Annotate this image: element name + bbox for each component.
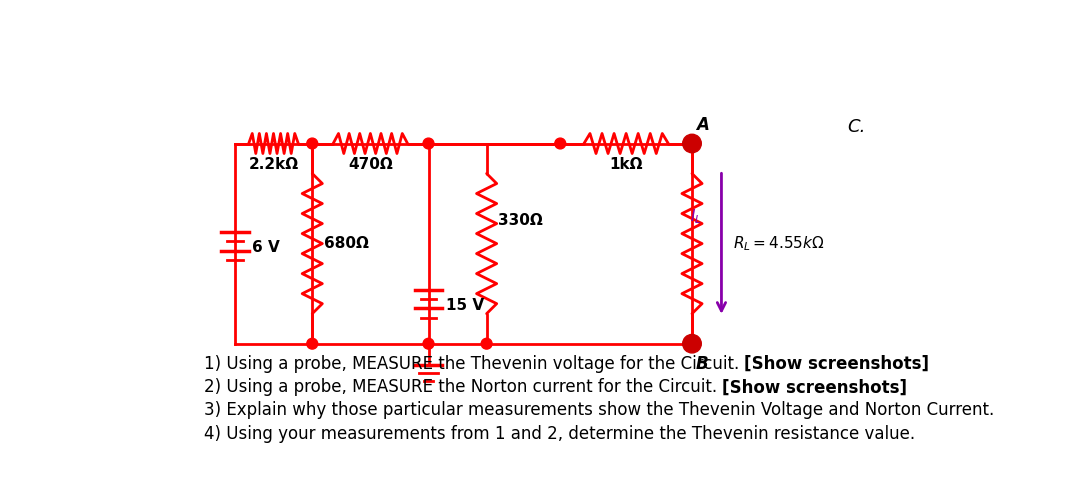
Text: 3) Explain why those particular measurements show the Thevenin Voltage and Norto: 3) Explain why those particular measurem… bbox=[204, 401, 994, 419]
Text: 15 V: 15 V bbox=[446, 298, 483, 313]
Text: 1kΩ: 1kΩ bbox=[609, 157, 643, 172]
Text: B: B bbox=[696, 355, 709, 373]
Text: 1) Using a probe, MEASURE the Thevenin voltage for the Circuit.: 1) Using a probe, MEASURE the Thevenin v… bbox=[204, 355, 744, 373]
Circle shape bbox=[307, 138, 317, 149]
Text: C.: C. bbox=[847, 118, 865, 136]
Circle shape bbox=[307, 338, 317, 349]
Text: A: A bbox=[696, 116, 709, 134]
Text: $R_L = 4.55k\Omega$: $R_L = 4.55k\Omega$ bbox=[733, 234, 824, 253]
Circle shape bbox=[683, 335, 701, 353]
Text: 680Ω: 680Ω bbox=[324, 236, 369, 251]
Text: 330Ω: 330Ω bbox=[498, 213, 544, 228]
Text: 4) Using your measurements from 1 and 2, determine the Thevenin resistance value: 4) Using your measurements from 1 and 2,… bbox=[204, 424, 914, 442]
Text: 2.2kΩ: 2.2kΩ bbox=[249, 157, 299, 172]
Circle shape bbox=[481, 338, 492, 349]
Circle shape bbox=[555, 138, 566, 149]
Text: [Show screenshots]: [Show screenshots] bbox=[723, 378, 907, 396]
Circle shape bbox=[683, 134, 701, 153]
Text: [Show screenshots]: [Show screenshots] bbox=[744, 355, 929, 373]
Text: $I_L$: $I_L$ bbox=[690, 207, 702, 226]
Circle shape bbox=[423, 138, 434, 149]
Text: 470Ω: 470Ω bbox=[348, 157, 392, 172]
Circle shape bbox=[423, 338, 434, 349]
Text: 6 V: 6 V bbox=[252, 240, 280, 255]
Text: 2) Using a probe, MEASURE the Norton current for the Circuit.: 2) Using a probe, MEASURE the Norton cur… bbox=[204, 378, 723, 396]
